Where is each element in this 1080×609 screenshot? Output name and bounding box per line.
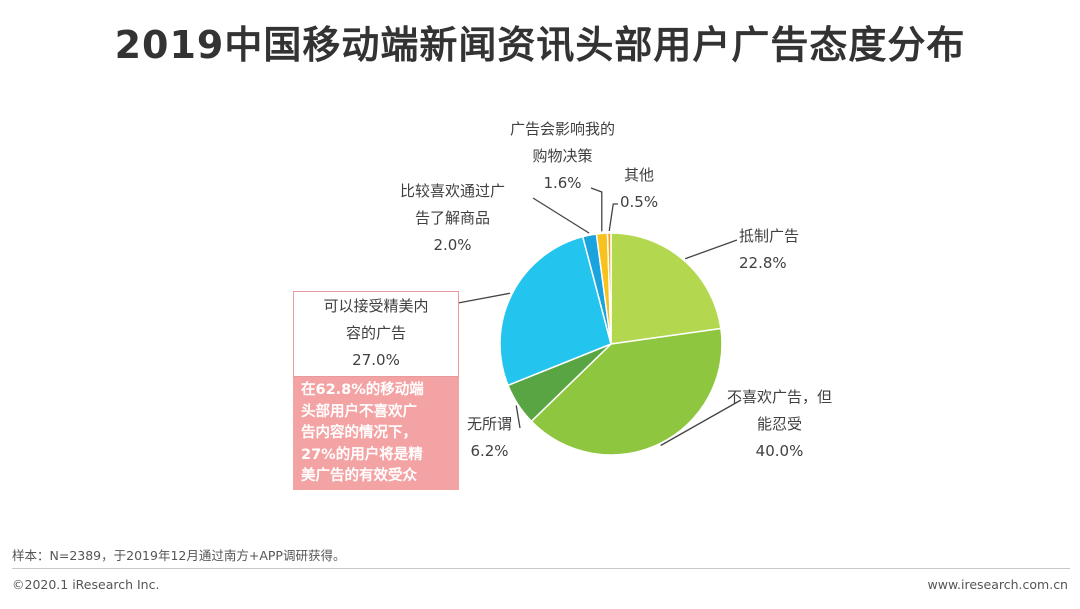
- pie-slice-other: [606, 232, 612, 345]
- highlight-box: [293, 291, 459, 377]
- footer-divider: [12, 568, 1070, 569]
- leader-line-like-ads: [532, 197, 590, 234]
- leader-line-purchase-influence: [590, 187, 603, 232]
- slice-label-boycott: 抵制广告 22.8%: [739, 227, 800, 272]
- leader-line-other: [608, 203, 618, 232]
- callout-line: 头部用户不喜欢广: [301, 403, 417, 420]
- copyright-text: ©2020.1 iResearch Inc.: [12, 577, 160, 592]
- pie-slice-accept-quality: [499, 235, 612, 387]
- pie-slice-tolerate: [530, 327, 723, 456]
- callout-line: 在62.8%的移动端: [301, 382, 424, 398]
- slice-label-purchase-influence: 广告会影响我的 购物决策 1.6%: [510, 120, 616, 192]
- slice-label-other: 其他 0.5%: [620, 166, 659, 211]
- slice-label-accept-quality: 可以接受精美内 容的广告 27.0%: [323, 297, 429, 369]
- slice-label-like-ads: 比较喜欢通过广 告了解商品 2.0%: [400, 182, 506, 254]
- callout-line: 美广告的有效受众: [301, 468, 417, 484]
- chart-title: 2019中国移动端新闻资讯头部用户广告态度分布: [114, 23, 966, 67]
- slice-label-tolerate: 不喜欢广告，但 能忍受 40.0%: [727, 388, 833, 460]
- callout-line: 27%的用户将是精: [301, 446, 423, 463]
- leader-line-tolerate: [660, 399, 742, 447]
- callout-line: 告内容的情况下，: [301, 425, 417, 441]
- leader-line-accept-quality: [457, 292, 511, 304]
- slice-label-indifferent: 无所谓 6.2%: [467, 415, 513, 460]
- pie-slice-boycott: [610, 232, 722, 345]
- callout-note: 在62.8%的移动端 头部用户不喜欢广 告内容的情况下， 27%的用户将是精 美…: [293, 377, 459, 490]
- sample-note: 样本：N=2389，于2019年12月通过南方+APP调研获得。: [12, 548, 346, 563]
- leader-line-boycott: [684, 239, 738, 260]
- website-link[interactable]: www.iresearch.com.cn: [927, 577, 1069, 592]
- leader-line-indifferent: [515, 405, 521, 429]
